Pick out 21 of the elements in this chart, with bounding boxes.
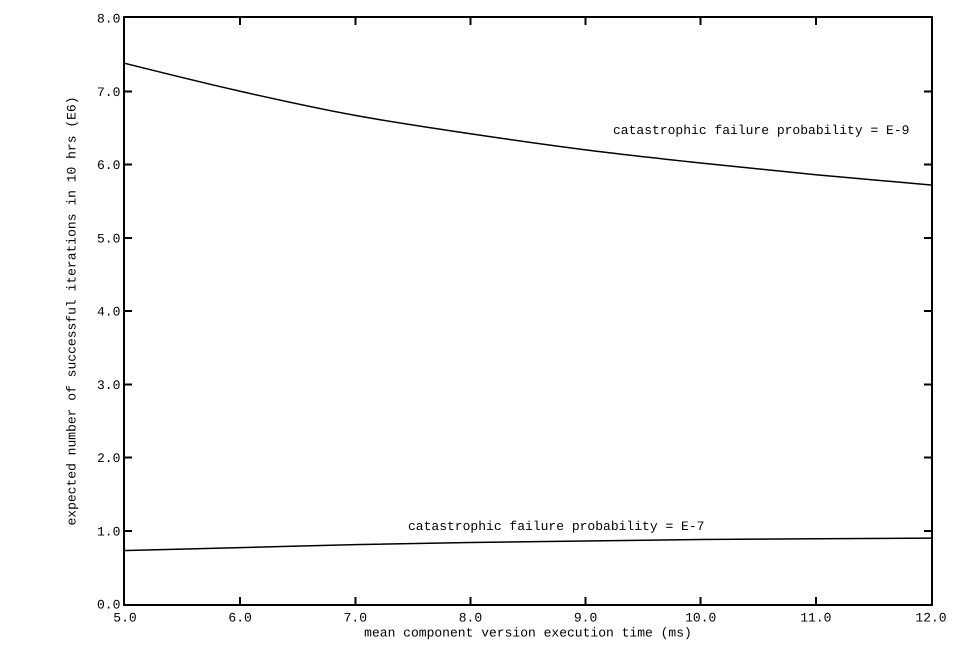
x-tick-label: 11.0 <box>800 610 832 626</box>
series-label: catastrophic failure probability = E-7 <box>408 519 704 534</box>
y-tick-label: 3.0 <box>96 378 120 393</box>
y-tick-label: 7.0 <box>96 84 120 100</box>
y-axis-title: expected number of successful iterations in 10 hrs (E6) <box>64 96 80 526</box>
y-tick-label: 5.0 <box>96 231 120 246</box>
x-tick-label: 12.0 <box>915 610 947 626</box>
y-tick-label: 4.0 <box>96 304 120 320</box>
x-axis-title: mean component version execution time (ms) <box>364 626 692 641</box>
y-tick-label: 6.0 <box>96 158 120 174</box>
y-tick-label: 2.0 <box>96 451 120 466</box>
x-tick-label: 5.0 <box>113 610 137 626</box>
x-tick-label: 8.0 <box>458 610 482 626</box>
x-tick-label: 6.0 <box>228 610 252 626</box>
y-tick-label: 8.0 <box>96 12 120 27</box>
y-tick-label: 0.0 <box>96 598 120 613</box>
y-tick-label: 1.0 <box>96 524 120 540</box>
x-tick-label: 9.0 <box>574 610 598 626</box>
x-tick-label: 10.0 <box>685 610 716 626</box>
x-tick-label: 7.0 <box>344 610 367 626</box>
series-label: catastrophic failure probability = E-9 <box>613 123 910 138</box>
